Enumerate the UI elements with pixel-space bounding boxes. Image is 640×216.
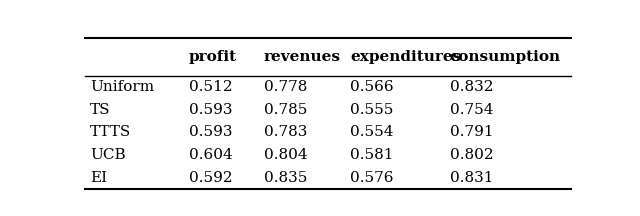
Text: 0.604: 0.604 [189, 148, 233, 162]
Text: 0.566: 0.566 [350, 80, 394, 94]
Text: profit: profit [189, 50, 237, 64]
Text: 0.554: 0.554 [350, 125, 394, 139]
Text: 0.592: 0.592 [189, 171, 233, 185]
Text: 0.581: 0.581 [350, 148, 394, 162]
Text: 0.593: 0.593 [189, 125, 232, 139]
Text: 0.791: 0.791 [449, 125, 493, 139]
Text: 0.576: 0.576 [350, 171, 394, 185]
Text: 0.512: 0.512 [189, 80, 233, 94]
Text: EI: EI [90, 171, 107, 185]
Text: 0.802: 0.802 [449, 148, 493, 162]
Text: revenues: revenues [264, 50, 340, 64]
Text: expenditures: expenditures [350, 50, 461, 64]
Text: UCB: UCB [90, 148, 125, 162]
Text: 0.785: 0.785 [264, 103, 307, 117]
Text: TS: TS [90, 103, 111, 117]
Text: 0.555: 0.555 [350, 103, 394, 117]
Text: 0.783: 0.783 [264, 125, 307, 139]
Text: 0.831: 0.831 [449, 171, 493, 185]
Text: 0.778: 0.778 [264, 80, 307, 94]
Text: consumption: consumption [449, 50, 561, 64]
Text: Uniform: Uniform [90, 80, 154, 94]
Text: 0.754: 0.754 [449, 103, 493, 117]
Text: TTTS: TTTS [90, 125, 131, 139]
Text: 0.835: 0.835 [264, 171, 307, 185]
Text: 0.804: 0.804 [264, 148, 307, 162]
Text: 0.832: 0.832 [449, 80, 493, 94]
Text: 0.593: 0.593 [189, 103, 232, 117]
